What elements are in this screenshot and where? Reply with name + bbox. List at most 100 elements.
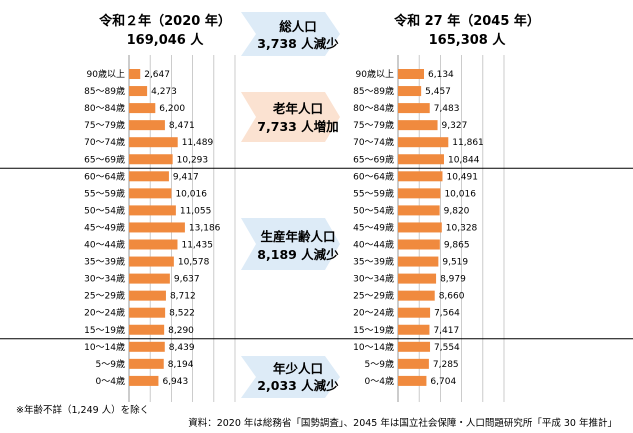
age-tick-label: 55～59歳 (353, 187, 394, 199)
bar-value-label: 7,285 (433, 360, 459, 370)
population-bar (129, 137, 178, 148)
callout-young-line1: 年少人口 (273, 361, 323, 376)
callout-total-line1: 総人口 (279, 19, 317, 34)
footnote: ※年齢不詳（1,249 人）を除く (16, 404, 149, 416)
age-tick-label: 60～64歳 (353, 170, 394, 182)
age-tick-label: 70～74歳 (84, 136, 125, 148)
callout-young: 年少人口 2,033 人減少 (241, 356, 340, 398)
bar-value-label: 11,489 (182, 138, 214, 148)
bar-value-label: 7,554 (434, 343, 460, 353)
right-total: 165,308 人 (429, 32, 507, 48)
bar-value-label: 7,417 (433, 326, 459, 336)
bar-value-label: 8,712 (170, 292, 196, 302)
population-bar (129, 256, 174, 267)
callout-young-line2: 2,033 人減少 (257, 378, 339, 393)
age-tick-label: 40～44歳 (84, 239, 125, 251)
bar-value-label: 10,844 (448, 155, 480, 165)
population-bar (129, 358, 164, 369)
age-tick-label: 40～44歳 (353, 239, 394, 251)
callout-working-arrow (241, 218, 340, 270)
population-bar (398, 188, 441, 199)
population-bar (398, 103, 430, 114)
bar-value-label: 8,979 (440, 275, 466, 285)
callout-working-line2: 8,189 人減少 (257, 247, 339, 262)
population-bar (398, 324, 430, 335)
age-tick-label: 85～89歳 (353, 85, 394, 97)
right-title: 令和 27 年（2045 年） (394, 13, 540, 29)
age-tick-label: 35～39歳 (353, 256, 394, 268)
population-bar (398, 358, 429, 369)
population-bar (398, 171, 443, 182)
age-tick-label: 5～9歳 (96, 358, 125, 370)
population-bar (129, 341, 165, 352)
population-bar (129, 239, 178, 250)
population-bar (398, 290, 435, 301)
callout-total-arrow (241, 12, 340, 56)
age-tick-label: 70～74歳 (353, 136, 394, 148)
population-bar (398, 222, 442, 233)
population-bar (129, 290, 166, 301)
age-tick-label: 15～19歳 (84, 324, 125, 336)
bar-value-label: 10,016 (444, 189, 476, 199)
left-total: 169,046 人 (127, 32, 205, 48)
bar-value-label: 10,016 (175, 189, 207, 199)
bar-value-label: 8,471 (169, 121, 195, 131)
age-tick-label: 45～49歳 (353, 221, 394, 233)
population-bar (398, 205, 440, 216)
left-title: 令和２年（2020 年） (99, 13, 231, 29)
bar-value-label: 9,327 (442, 121, 468, 131)
bar-value-label: 9,820 (444, 206, 470, 216)
bar-value-label: 11,435 (181, 241, 213, 251)
callout-total: 総人口 3,738 人減少 (241, 12, 340, 56)
bar-value-label: 11,861 (452, 138, 484, 148)
age-tick-label: 15～19歳 (353, 324, 394, 336)
population-bar (129, 154, 173, 165)
bar-value-label: 6,134 (428, 70, 454, 80)
population-bar (398, 69, 425, 79)
population-bar (398, 307, 431, 318)
bar-value-label: 8,660 (439, 292, 465, 302)
callout-elderly-line2: 7,733 人増加 (257, 119, 338, 134)
population-bar (398, 239, 440, 250)
population-bar (398, 120, 438, 131)
population-bar (398, 375, 427, 386)
callout-elderly-line1: 老年人口 (272, 101, 323, 116)
age-tick-label: 30～34歳 (353, 273, 394, 285)
bar-value-label: 8,290 (168, 326, 194, 336)
bar-value-label: 4,273 (151, 87, 177, 97)
bar-value-label: 11,055 (180, 206, 212, 216)
bar-value-label: 6,943 (162, 377, 188, 387)
callout-total-line2: 3,738 人減少 (257, 36, 339, 51)
callout-working-line1: 生産年齢人口 (260, 229, 335, 244)
age-tick-label: 5～9歳 (365, 358, 394, 370)
bar-value-label: 7,483 (434, 104, 460, 114)
age-tick-label: 65～69歳 (353, 153, 394, 165)
callout-young-arrow (241, 356, 340, 398)
age-tick-label: 10～14歳 (84, 341, 125, 353)
age-tick-label: 0～4歳 (365, 375, 394, 387)
age-tick-label: 20～24歳 (353, 307, 394, 319)
age-tick-label: 25～29歳 (353, 290, 394, 302)
population-bar (129, 86, 148, 97)
age-tick-label: 80～84歳 (84, 102, 125, 114)
bar-value-label: 6,200 (159, 104, 185, 114)
population-bar (129, 307, 166, 318)
population-bar (129, 273, 170, 284)
population-bar (129, 222, 185, 233)
population-bar (129, 69, 141, 79)
bar-value-label: 5,457 (425, 87, 451, 97)
population-bar (398, 256, 439, 267)
age-tick-label: 35～39歳 (84, 256, 125, 268)
bar-value-label: 6,704 (430, 377, 456, 387)
population-bar (129, 188, 172, 199)
population-bar (129, 324, 165, 335)
bar-value-label: 13,186 (189, 223, 221, 233)
population-bar (398, 86, 422, 97)
bar-value-label: 8,522 (169, 309, 195, 319)
population-bar (398, 137, 449, 148)
bar-value-label: 9,417 (173, 172, 199, 182)
age-tick-label: 20～24歳 (84, 307, 125, 319)
bar-value-label: 10,578 (178, 258, 210, 268)
bar-value-label: 8,439 (169, 343, 195, 353)
